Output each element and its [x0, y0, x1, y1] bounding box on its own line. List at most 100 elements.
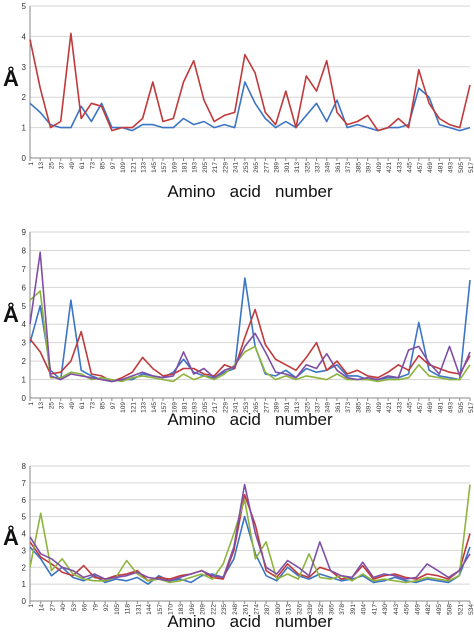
x-tick-label: 265 — [253, 402, 260, 413]
x-tick-label: 397 — [366, 402, 373, 413]
x-tick-label: 325 — [304, 162, 311, 173]
x-tick-label: 409 — [376, 162, 383, 173]
x-tick-label: 61 — [79, 402, 86, 410]
x-tick-label: 53 — [71, 604, 78, 612]
x-tick-label: 13 — [38, 162, 45, 170]
x-tick-label: 517 — [468, 162, 474, 173]
x-tick-label: 313 — [294, 162, 301, 173]
x-tick-label: 229 — [222, 162, 229, 173]
x-tick-label: 14 — [39, 604, 46, 612]
x-tick-label: 277 — [263, 162, 270, 173]
x-tick-label: 144 — [146, 604, 153, 615]
x-tick-label: 445 — [407, 402, 414, 413]
x-tick-label: 409 — [376, 402, 383, 413]
x-tick-label: 121 — [130, 402, 137, 413]
x-tick-label: 209 — [200, 604, 207, 615]
x-tick-label: 49 — [69, 162, 76, 170]
x-tick-label: 105 — [114, 604, 121, 615]
x-tick-label: 352 — [318, 604, 325, 615]
x-tick-label: 241 — [233, 402, 240, 413]
x-tick-label: 301 — [284, 162, 291, 173]
series-line-3 — [29, 290, 471, 383]
x-tick-label: 457 — [417, 162, 424, 173]
x-tick-label: 521 — [457, 604, 464, 615]
x-tick-label: 73 — [89, 402, 96, 410]
series-line-2 — [29, 308, 471, 383]
x-tick-label: 482 — [425, 604, 432, 615]
x-tick-label: 457 — [417, 402, 424, 413]
x-tick-label: 85 — [100, 162, 107, 170]
y-tick-label: 2 — [22, 93, 27, 102]
x-tick-label: 373 — [345, 162, 352, 173]
x-tick-label: 97 — [110, 402, 117, 410]
x-tick-label: 265 — [253, 162, 260, 173]
x-tick-label: 25 — [48, 402, 55, 410]
y-tick-label: 4 — [22, 320, 27, 329]
y-tick-label: 3 — [22, 339, 27, 348]
x-tick-label: 456 — [404, 604, 411, 615]
x-tick-label: 313 — [294, 402, 301, 413]
x-tick-label: 196 — [189, 604, 196, 615]
x-tick-label: 421 — [386, 162, 393, 173]
x-tick-label: 378 — [339, 604, 346, 615]
x-tick-label: 1 — [28, 402, 35, 406]
series-line-4 — [29, 251, 471, 383]
x-tick-label: 193 — [192, 402, 199, 413]
x-tick-label: 274 — [253, 604, 260, 615]
x-tick-label: 145 — [151, 162, 158, 173]
x-tick-label: 1 — [28, 604, 35, 608]
x-tick-label: 469 — [427, 162, 434, 173]
x-tick-label: 1 — [28, 162, 35, 166]
x-tick-label: 205 — [202, 162, 209, 173]
x-tick-label: 13 — [38, 402, 45, 410]
x-tick-label: 92 — [103, 604, 110, 612]
x-tick-label: 133 — [141, 162, 148, 173]
x-tick-label: 37 — [59, 402, 66, 410]
x-tick-label: 37 — [59, 162, 66, 170]
series-line-1 — [29, 277, 471, 383]
x-tick-label: 183 — [178, 604, 185, 615]
y-tick-label: 8 — [22, 246, 27, 255]
y-tick-label: 0 — [22, 597, 27, 606]
x-tick-label: 469 — [427, 402, 434, 413]
x-tick-label: 325 — [304, 402, 311, 413]
x-tick-label: 248 — [232, 604, 239, 615]
y-tick-label: 4 — [22, 530, 27, 539]
x-tick-label: 217 — [212, 402, 219, 413]
x-tick-label: 261 — [243, 604, 250, 615]
y-tick-label: 2 — [22, 357, 27, 366]
x-tick-label: 289 — [274, 402, 281, 413]
x-tick-label: 287 — [264, 604, 271, 615]
x-tick-label: 397 — [366, 162, 373, 173]
x-tick-label: 145 — [151, 402, 158, 413]
x-tick-label: 313 — [286, 604, 293, 615]
y-tick-label: 3 — [22, 63, 27, 72]
series-line-3 — [29, 484, 471, 584]
series-line-4 — [29, 483, 471, 582]
x-tick-label: 505 — [458, 402, 465, 413]
x-tick-label: 443 — [393, 604, 400, 615]
x-tick-label: 365 — [328, 604, 335, 615]
x-tick-label: 349 — [325, 402, 332, 413]
x-tick-label: 133 — [141, 402, 148, 413]
x-tick-label: 222 — [210, 604, 217, 615]
y-tick-label: 2 — [22, 563, 27, 572]
x-tick-label: 169 — [171, 402, 178, 413]
x-tick-label: 205 — [202, 402, 209, 413]
x-tick-label: 109 — [120, 162, 127, 173]
x-tick-label: 66 — [82, 604, 89, 612]
y-tick-label: 5 — [22, 513, 27, 522]
y-tick-label: 6 — [22, 283, 27, 292]
x-tick-label: 430 — [382, 604, 389, 615]
x-tick-label: 417 — [371, 604, 378, 615]
x-tick-label: 181 — [181, 162, 188, 173]
x-axis-label: Amino acid number — [167, 410, 333, 429]
x-tick-label: 121 — [130, 162, 137, 173]
x-tick-label: 361 — [335, 402, 342, 413]
x-tick-label: 469 — [414, 604, 421, 615]
x-axis-label: Amino acid number — [167, 182, 333, 201]
x-tick-label: 217 — [212, 162, 219, 173]
x-tick-label: 157 — [157, 604, 164, 615]
x-tick-label: 493 — [448, 402, 455, 413]
